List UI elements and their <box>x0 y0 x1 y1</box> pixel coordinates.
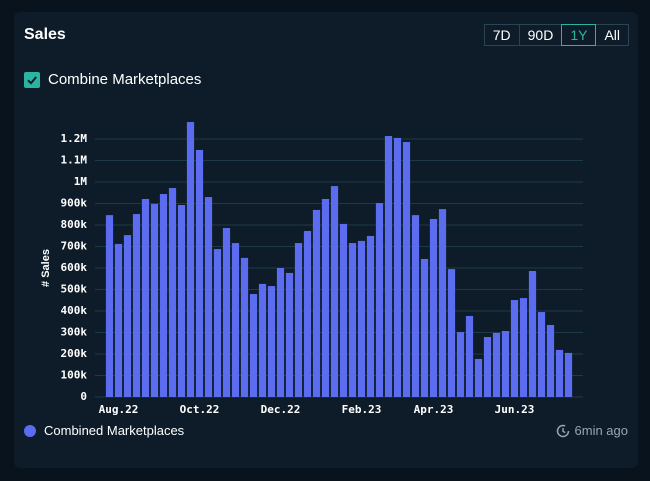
legend-swatch <box>24 424 36 437</box>
y-tick-label: 900k <box>61 197 88 210</box>
bar <box>150 203 159 397</box>
bar <box>537 312 546 397</box>
bar <box>411 215 420 397</box>
bar <box>213 249 222 397</box>
y-tick-label: 200k <box>61 347 88 360</box>
bar <box>159 194 168 397</box>
y-tick-label: 400k <box>61 304 88 317</box>
y-tick-label: 300k <box>61 326 88 339</box>
card-title: Sales <box>24 26 66 43</box>
checkbox-box[interactable] <box>24 71 40 88</box>
bar <box>393 137 402 398</box>
y-tick-label: 700k <box>61 240 88 253</box>
bar <box>168 188 177 397</box>
bar <box>375 203 384 397</box>
bar <box>222 228 231 397</box>
bar <box>465 315 474 397</box>
x-tick-label: Oct.22 <box>180 403 220 416</box>
bar <box>447 269 456 397</box>
bar <box>483 337 492 397</box>
range-button[interactable]: 1Y <box>561 24 597 46</box>
x-tick-label: Dec.22 <box>261 403 301 416</box>
bar <box>132 214 141 397</box>
bar <box>240 257 249 397</box>
bar <box>285 272 294 397</box>
bar <box>420 258 429 397</box>
bar <box>474 358 483 397</box>
bar <box>366 235 375 397</box>
y-tick-label: 1.2M <box>61 132 88 145</box>
bar <box>294 243 303 397</box>
y-tick-label: 600k <box>61 261 88 274</box>
bar <box>510 300 519 397</box>
bar <box>186 122 195 397</box>
bar <box>321 198 330 397</box>
bar <box>177 205 186 397</box>
bar <box>204 197 213 397</box>
updated-info: 6min ago <box>556 423 628 438</box>
y-axis-label: # Sales <box>40 249 52 287</box>
bar <box>429 218 438 397</box>
bar <box>276 268 285 397</box>
legend-label: Combined Marketplaces <box>44 423 185 438</box>
bar <box>330 186 339 397</box>
x-tick-label: Aug.22 <box>99 403 139 416</box>
range-selector: 7D 90D 1Y All <box>483 24 629 46</box>
y-tick-label: 0 <box>80 390 87 403</box>
bar <box>546 324 555 397</box>
clock-icon <box>556 424 569 437</box>
checkbox-label: Combine Marketplaces <box>48 71 202 88</box>
bar <box>492 332 501 397</box>
bar <box>402 142 411 397</box>
bar <box>141 198 150 397</box>
bar <box>123 235 132 397</box>
x-tick-label: Jun.23 <box>495 403 535 416</box>
bar <box>105 215 114 397</box>
bar <box>519 298 528 397</box>
x-tick-label: Feb.23 <box>342 403 382 416</box>
y-tick-label: 800k <box>61 218 88 231</box>
bar <box>348 243 357 397</box>
bar <box>555 349 564 397</box>
bar <box>564 352 573 397</box>
bar <box>114 243 123 397</box>
bar <box>456 332 465 397</box>
bar <box>312 209 321 397</box>
bar <box>528 271 537 397</box>
legend: Combined Marketplaces <box>24 423 184 438</box>
bar <box>438 209 447 397</box>
bar <box>357 240 366 397</box>
bar <box>267 286 276 397</box>
bar <box>339 223 348 397</box>
y-tick-label: 100k <box>61 369 88 382</box>
y-tick-label: 1.1M <box>61 154 88 167</box>
updated-text: 6min ago <box>574 423 628 438</box>
bar <box>303 231 312 397</box>
y-tick-label: 500k <box>61 283 88 296</box>
x-tick-label: Apr.23 <box>414 403 454 416</box>
bar <box>195 149 204 397</box>
bar <box>384 135 393 398</box>
y-tick-label: 1M <box>74 175 88 188</box>
bar <box>258 283 267 397</box>
bar <box>501 330 510 397</box>
bar <box>231 243 240 397</box>
combine-checkbox[interactable]: Combine Marketplaces <box>24 71 201 88</box>
bar <box>249 294 258 397</box>
